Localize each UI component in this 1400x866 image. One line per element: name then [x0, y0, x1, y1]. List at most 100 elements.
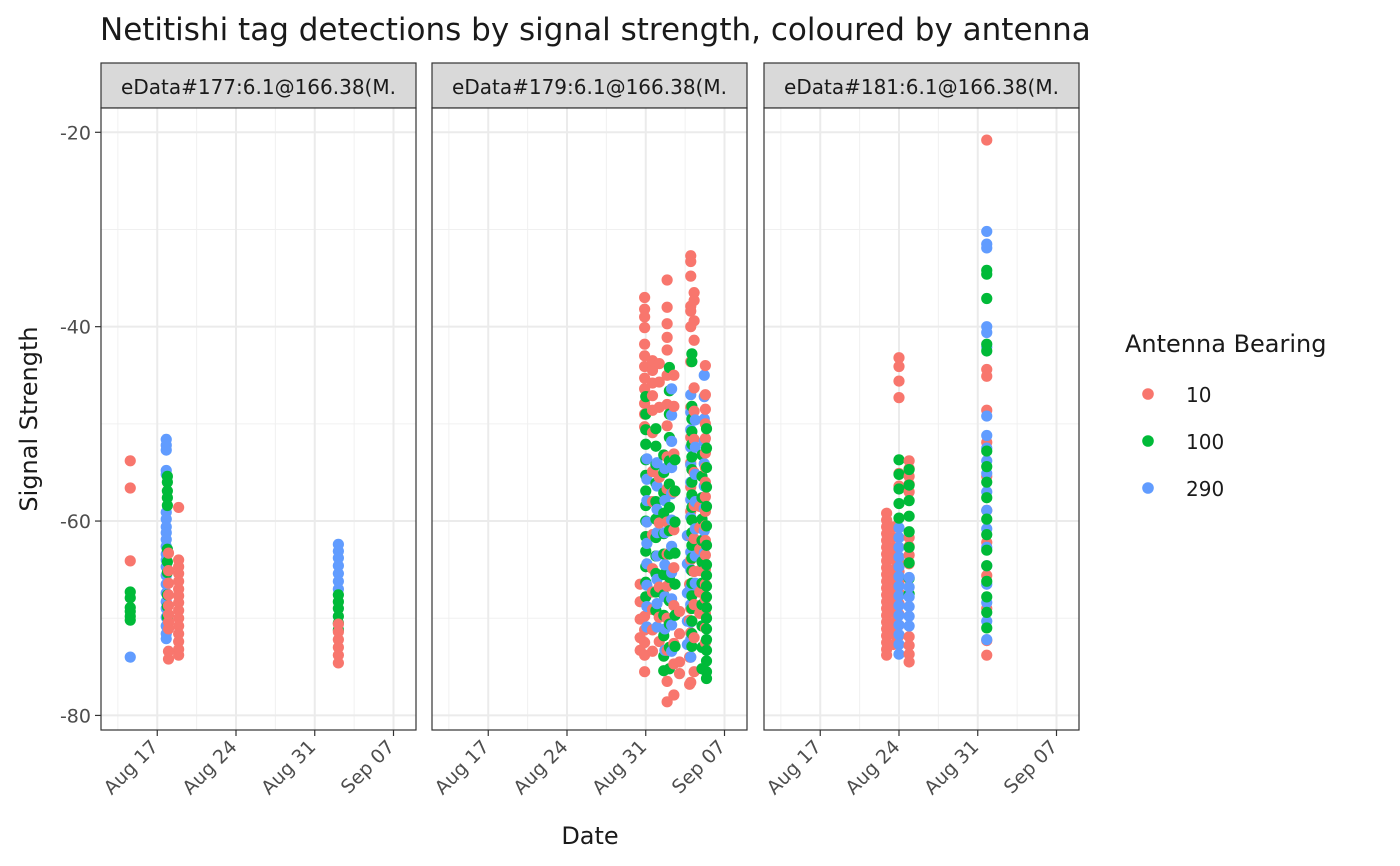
data-point-100	[981, 606, 993, 619]
data-point-10	[668, 562, 680, 574]
facet-strip-bg	[100, 62, 417, 109]
data-point-290	[160, 513, 172, 525]
x-axis-title: Date	[561, 822, 618, 850]
data-point-10	[653, 376, 665, 388]
data-point-290	[893, 570, 905, 583]
data-point-290	[332, 567, 344, 580]
data-point-100	[700, 481, 713, 493]
data-point-290	[641, 473, 653, 485]
legend-label: 290	[1186, 477, 1224, 501]
panel-background	[101, 108, 416, 730]
data-point-290	[981, 242, 993, 254]
data-point-10	[903, 631, 915, 643]
data-point-290	[666, 409, 678, 421]
data-point-290	[124, 651, 136, 663]
data-point-10	[893, 360, 905, 373]
data-point-290	[981, 504, 993, 516]
data-point-10	[903, 455, 915, 467]
panel-border	[431, 107, 748, 731]
data-point-100	[686, 451, 698, 463]
data-point-100	[893, 497, 905, 510]
data-point-10	[981, 134, 993, 146]
panel-border	[763, 107, 1080, 731]
data-point-290	[893, 561, 905, 573]
facet-panel-2: eData#179:6.1@166.38(M.	[431, 62, 748, 731]
data-point-10	[646, 364, 659, 377]
data-point-290	[893, 629, 905, 641]
data-point-100	[700, 644, 713, 656]
data-point-100	[981, 622, 993, 634]
data-point-290	[981, 429, 993, 442]
facet-panels: eData#177:6.1@166.38(M. eData#179:6.1@166…	[100, 62, 1080, 731]
legend-label: 100	[1186, 430, 1224, 454]
data-point-10	[646, 390, 659, 402]
data-point-290	[893, 531, 905, 544]
data-point-290	[893, 590, 905, 602]
data-point-10	[639, 610, 651, 622]
data-point-10	[688, 599, 700, 611]
data-point-100	[981, 513, 993, 525]
data-point-10	[688, 334, 700, 346]
data-point-10	[661, 420, 673, 432]
data-point-10	[173, 575, 185, 587]
data-point-10	[661, 696, 673, 708]
x-axes: Aug 17 Aug 24 Aug 31 Sep 07 Aug 17 Aug 24 Aug …	[100, 730, 1062, 799]
data-point-290	[981, 225, 993, 238]
data-point-10	[661, 675, 673, 688]
x-tick-label: Sep 07	[1000, 736, 1062, 798]
data-point-100	[981, 345, 993, 357]
facet-strip-label: eData#181:6.1@166.38(M.	[784, 75, 1059, 99]
legend-label: 10	[1186, 383, 1211, 407]
data-point-100	[981, 591, 993, 603]
data-point-290	[981, 634, 993, 646]
data-point-10	[173, 620, 185, 632]
data-point-290	[903, 600, 915, 613]
data-point-100	[686, 348, 698, 360]
data-point-100	[893, 454, 905, 466]
data-point-100	[903, 463, 915, 476]
data-point-290	[332, 552, 344, 564]
panel-background	[764, 108, 1079, 730]
data-point-100	[669, 485, 681, 497]
data-point-290	[685, 651, 697, 663]
data-point-290	[641, 537, 653, 550]
data-point-290	[893, 619, 905, 631]
data-point-10	[688, 315, 700, 327]
y-tick-label: -40	[60, 317, 91, 339]
data-point-10	[173, 604, 185, 617]
data-point-100	[124, 592, 136, 604]
x-tick-label: Aug 17	[100, 736, 163, 799]
data-point-100	[700, 461, 713, 474]
data-point-100	[700, 634, 713, 646]
data-point-10	[668, 369, 680, 381]
data-point-290	[651, 598, 663, 610]
x-tick-label: Aug 31	[588, 736, 651, 799]
legend-title: Antenna Bearing	[1125, 330, 1326, 358]
data-point-100	[903, 526, 915, 538]
data-point-10	[661, 274, 673, 286]
data-point-10	[162, 577, 175, 589]
data-point-100	[981, 544, 993, 556]
data-point-100	[981, 575, 993, 587]
x-tick-label: Aug 31	[257, 736, 320, 799]
data-point-290	[893, 638, 905, 651]
data-point-290	[689, 414, 701, 426]
data-point-290	[893, 609, 905, 621]
data-point-10	[162, 623, 175, 635]
data-point-100	[903, 495, 915, 507]
data-point-100	[903, 510, 915, 522]
data-point-10	[162, 653, 175, 665]
panel-border	[100, 107, 417, 731]
data-point-290	[332, 575, 344, 587]
data-point-100	[700, 539, 713, 551]
data-point-100	[686, 514, 698, 526]
data-point-10	[673, 628, 686, 640]
data-point-290	[651, 457, 663, 469]
data-point-100	[650, 423, 662, 435]
data-point-100	[161, 492, 173, 504]
facet-panel-3: eData#181:6.1@166.38(M.	[763, 62, 1080, 731]
data-points	[124, 433, 344, 669]
data-point-10	[903, 648, 915, 660]
data-point-100	[903, 557, 915, 569]
